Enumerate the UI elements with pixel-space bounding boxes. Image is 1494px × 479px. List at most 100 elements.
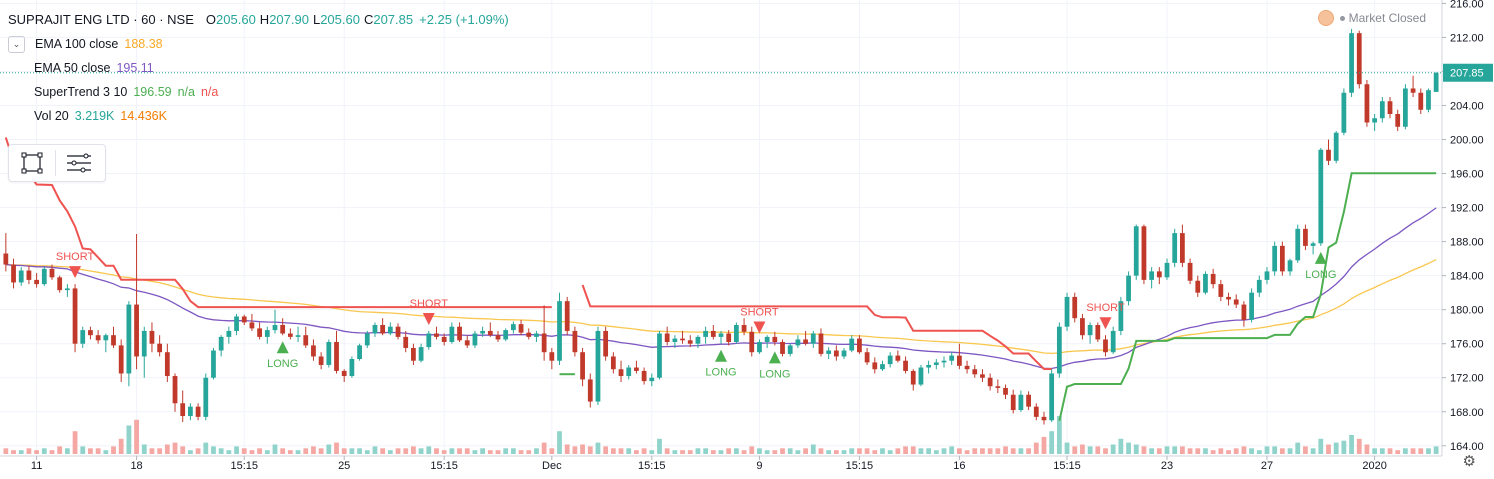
candle-body [672, 338, 678, 342]
volume-bar [164, 444, 170, 454]
candle-body [510, 324, 516, 331]
long-signal-marker [276, 341, 289, 354]
x-tick-label: 18 [130, 460, 142, 472]
volume-bar [826, 450, 832, 454]
long-signal-marker [1314, 251, 1327, 264]
volume-bar [372, 446, 378, 454]
candle-body [80, 330, 86, 344]
volume-bar [88, 448, 93, 454]
long-signal-label: LONG [759, 368, 790, 380]
volume-bar [1195, 448, 1201, 454]
candle-body [272, 324, 278, 331]
candle-body [980, 374, 985, 378]
candle-body [1195, 280, 1201, 293]
candle-body [380, 324, 386, 334]
volume-bar [926, 448, 932, 454]
candle-body [1241, 304, 1247, 320]
indicator-volume[interactable]: Vol 20 3.219K 14.436K [8, 104, 509, 128]
candle-body [872, 362, 878, 370]
volume-bar [964, 450, 970, 454]
candle-body [641, 370, 647, 382]
candle-body [318, 356, 324, 365]
market-status[interactable]: Market Closed [1317, 10, 1426, 26]
indicator-ema100[interactable]: ⌄ EMA 100 close 188.38 [8, 32, 509, 56]
volume-bar [380, 448, 386, 454]
candle-body [1310, 243, 1316, 246]
volume-bar [149, 448, 155, 454]
volume-bar [957, 448, 962, 454]
rectangle-tool-icon[interactable] [9, 147, 55, 179]
candle-body [457, 326, 462, 341]
symbol-title: SUPRAJIT ENG LTD · 60 · NSE [8, 12, 194, 27]
x-tick-label: 23 [1161, 460, 1173, 472]
candle-body [895, 355, 901, 361]
long-signal-label: LONG [267, 358, 298, 370]
volume-bar [1426, 448, 1431, 454]
volume-bar [1210, 450, 1216, 454]
candle-body [664, 333, 670, 342]
volume-bar [1087, 446, 1093, 454]
volume-name: Vol 20 [34, 109, 69, 123]
candle-body [1349, 33, 1354, 93]
volume-bar [95, 448, 101, 454]
candle-body [803, 339, 808, 344]
chevron-down-icon[interactable]: ⌄ [8, 35, 25, 53]
indicator-ema50[interactable]: EMA 50 close 195.11 [8, 56, 509, 80]
candle-body [1180, 233, 1185, 263]
gear-icon[interactable]: ⚙ [1462, 453, 1476, 470]
volume-bar [226, 450, 232, 454]
candle-body [1341, 92, 1347, 133]
candle-body [564, 301, 570, 331]
candle-body [1333, 132, 1339, 161]
volume-bar [426, 446, 432, 454]
volume-bar [541, 442, 547, 454]
volume-bar [903, 446, 908, 454]
high-value: 207.90 [269, 12, 309, 27]
close-value: 207.85 [373, 12, 414, 27]
candle-body [549, 352, 555, 361]
supertrend-value: 196.59 [133, 85, 172, 99]
candle-body [134, 304, 139, 357]
y-tick-label: 164.00 [1450, 441, 1484, 453]
candle-body [1126, 275, 1131, 302]
volume-bar [733, 448, 739, 454]
candle-body [1372, 118, 1378, 123]
indicator-supertrend[interactable]: SuperTrend 3 10 196.59 n/a n/a [8, 80, 509, 104]
candle-body [334, 342, 339, 371]
candle-body [1326, 149, 1331, 161]
volume-bar [1187, 448, 1193, 454]
candle-body [1433, 72, 1439, 92]
candle-body [1418, 92, 1424, 110]
volume-bar [680, 450, 685, 454]
candle-body [487, 330, 493, 336]
volume-bar [918, 448, 924, 454]
ema100-value: 188.38 [124, 37, 163, 51]
candle-body [480, 330, 485, 334]
open-value: 205.60 [216, 12, 256, 27]
lines-menu-icon[interactable] [56, 147, 102, 179]
volume-bar [880, 448, 885, 454]
candle-body [603, 330, 609, 357]
volume-bar [234, 446, 239, 454]
volume-bar [1287, 448, 1293, 454]
volume-bar [549, 448, 555, 454]
candle-body [1210, 273, 1216, 285]
volume-bar [1180, 446, 1185, 454]
candle-body [218, 336, 224, 351]
volume-bar [1010, 448, 1016, 454]
candle-body [118, 345, 124, 374]
candle-body [795, 339, 801, 346]
candle-body [733, 324, 739, 342]
candle-body [572, 330, 578, 353]
volume-bar [18, 450, 24, 454]
candle-body [241, 316, 247, 323]
candle-body [964, 365, 970, 370]
candle-body [180, 403, 186, 417]
candle-body [188, 406, 193, 417]
candle-body [741, 324, 747, 332]
x-tick-label: Dec [542, 460, 562, 472]
candle-body [1033, 406, 1039, 417]
candle-body [1303, 228, 1308, 246]
